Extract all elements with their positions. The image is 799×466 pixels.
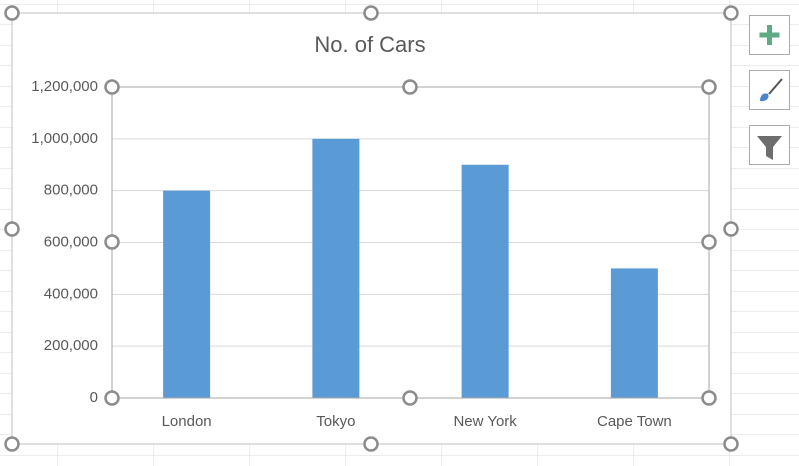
bar [461,164,509,398]
handle[interactable] [701,234,717,250]
x-tick-label: London [162,413,212,430]
handle[interactable] [701,79,717,95]
y-tick-label: 1,000,000 [31,130,98,147]
y-tick-label: 0 [90,389,98,406]
y-tick-label: 400,000 [44,285,98,302]
handle[interactable] [723,436,739,452]
handle[interactable] [363,5,379,21]
handle[interactable] [104,79,120,95]
handle[interactable] [723,5,739,21]
y-tick-label: 600,000 [44,233,98,250]
chart-elements-button[interactable] [749,15,790,55]
x-tick-label: New York [453,413,517,430]
chart-title: No. of Cars [314,32,425,57]
handle[interactable] [402,79,418,95]
x-tick-label: Tokyo [316,413,355,430]
handle[interactable] [701,390,717,406]
handle[interactable] [4,221,20,237]
handle[interactable] [723,221,739,237]
handle[interactable] [363,436,379,452]
y-tick-label: 1,200,000 [31,78,98,95]
bar [163,190,211,398]
chart-filters-button[interactable] [749,125,790,165]
handle[interactable] [4,436,20,452]
chart-styles-button[interactable] [749,70,790,110]
selection-handles [4,5,739,452]
bar [312,138,360,399]
handle[interactable] [402,390,418,406]
x-tick-label: Cape Town [597,413,672,430]
y-tick-label: 200,000 [44,337,98,354]
handle[interactable] [4,5,20,21]
bar [610,268,658,398]
handle[interactable] [104,390,120,406]
y-tick-label: 800,000 [44,182,98,199]
handle[interactable] [104,234,120,250]
